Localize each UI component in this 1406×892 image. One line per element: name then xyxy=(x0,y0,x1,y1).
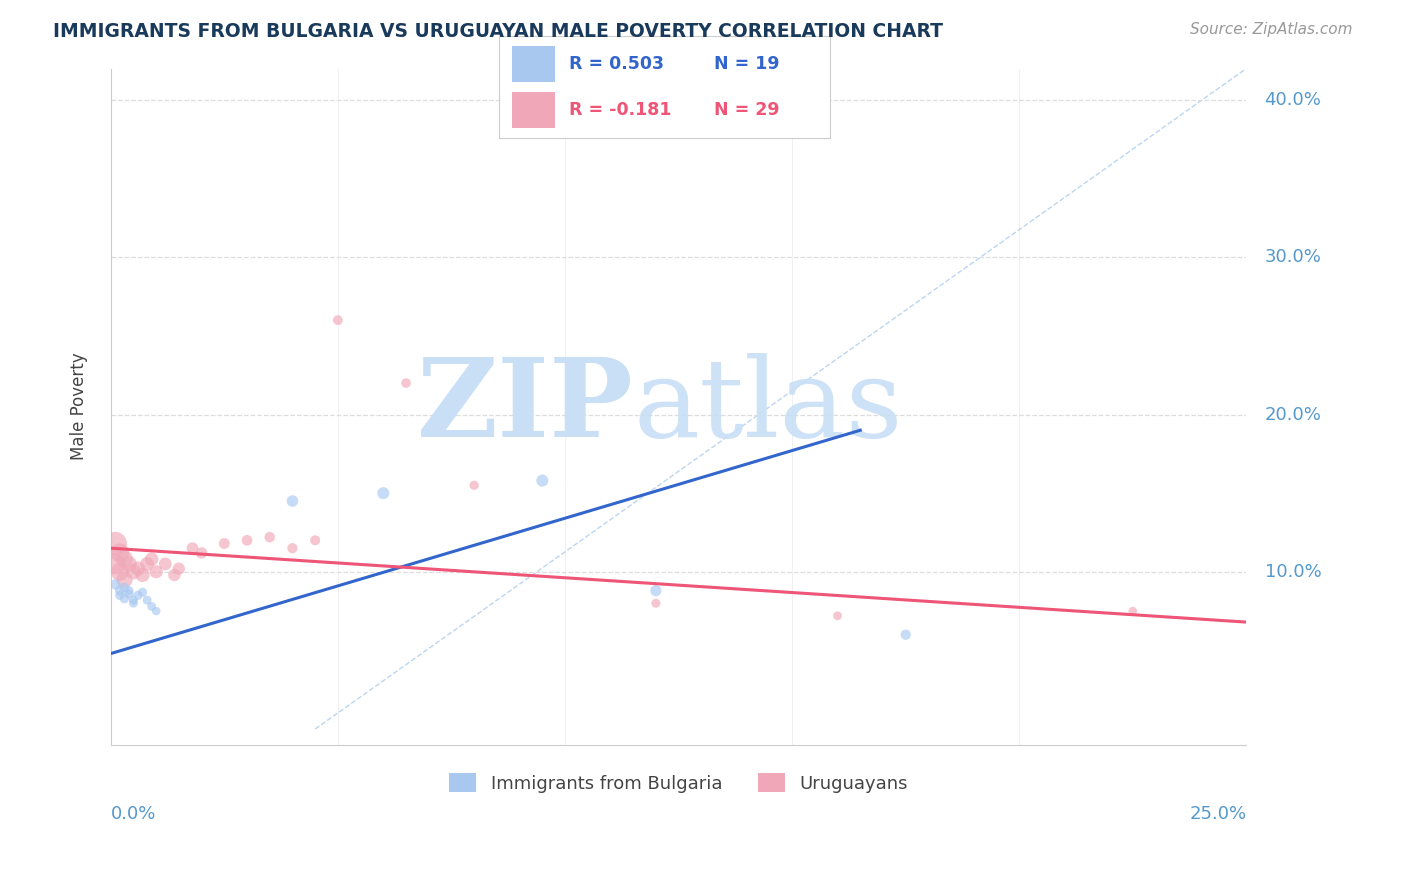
Point xyxy=(112,552,135,566)
Point xyxy=(163,568,186,582)
Text: 0.0%: 0.0% xyxy=(111,805,156,822)
Text: N = 29: N = 29 xyxy=(714,101,779,119)
Bar xyxy=(512,92,555,128)
Text: 25.0%: 25.0% xyxy=(1189,805,1246,822)
Text: N = 19: N = 19 xyxy=(714,55,779,73)
Point xyxy=(167,561,190,575)
Point xyxy=(131,585,153,599)
Point xyxy=(827,608,849,623)
Point xyxy=(104,557,127,571)
Point xyxy=(463,478,485,492)
Text: Source: ZipAtlas.com: Source: ZipAtlas.com xyxy=(1189,22,1353,37)
Point xyxy=(326,313,349,327)
Text: Male Poverty: Male Poverty xyxy=(70,353,89,460)
Text: 40.0%: 40.0% xyxy=(1264,91,1322,109)
Point xyxy=(122,593,145,607)
Point xyxy=(894,628,917,642)
Point xyxy=(644,583,666,598)
Point xyxy=(395,376,418,390)
Point xyxy=(141,552,163,566)
Point xyxy=(118,557,141,571)
Point xyxy=(259,530,281,544)
Point xyxy=(304,533,326,548)
Point xyxy=(108,546,131,560)
Point xyxy=(118,583,141,598)
Point xyxy=(214,536,236,550)
Point xyxy=(122,565,145,579)
Point xyxy=(236,533,259,548)
Point xyxy=(112,591,135,606)
Point xyxy=(122,596,145,610)
Point xyxy=(141,599,163,614)
Text: ZIP: ZIP xyxy=(416,353,633,460)
Point xyxy=(181,541,204,556)
Point xyxy=(108,583,131,598)
Point xyxy=(136,557,159,571)
Text: IMMIGRANTS FROM BULGARIA VS URUGUAYAN MALE POVERTY CORRELATION CHART: IMMIGRANTS FROM BULGARIA VS URUGUAYAN MA… xyxy=(53,22,943,41)
Point xyxy=(127,561,149,575)
Text: 20.0%: 20.0% xyxy=(1264,406,1322,424)
Point xyxy=(112,581,135,595)
Point xyxy=(1122,604,1144,618)
Point xyxy=(145,565,167,579)
Point xyxy=(104,536,127,550)
Legend: Immigrants from Bulgaria, Uruguayans: Immigrants from Bulgaria, Uruguayans xyxy=(441,766,915,800)
Point xyxy=(112,573,135,587)
Point xyxy=(281,494,304,508)
Text: 10.0%: 10.0% xyxy=(1264,563,1322,581)
Bar xyxy=(512,45,555,82)
Point xyxy=(644,596,666,610)
Point xyxy=(373,486,395,500)
Text: atlas: atlas xyxy=(633,353,903,460)
Text: 30.0%: 30.0% xyxy=(1264,248,1322,266)
Point xyxy=(127,588,149,602)
Point xyxy=(155,557,177,571)
Point xyxy=(531,474,554,488)
Point xyxy=(108,588,131,602)
Text: R = -0.181: R = -0.181 xyxy=(568,101,671,119)
Point xyxy=(281,541,304,556)
Point xyxy=(136,593,159,607)
Point xyxy=(118,587,141,601)
Point xyxy=(108,565,131,579)
Text: R = 0.503: R = 0.503 xyxy=(568,55,664,73)
Point xyxy=(145,604,167,618)
Point xyxy=(131,568,153,582)
Point xyxy=(104,577,127,591)
Point xyxy=(190,546,212,560)
